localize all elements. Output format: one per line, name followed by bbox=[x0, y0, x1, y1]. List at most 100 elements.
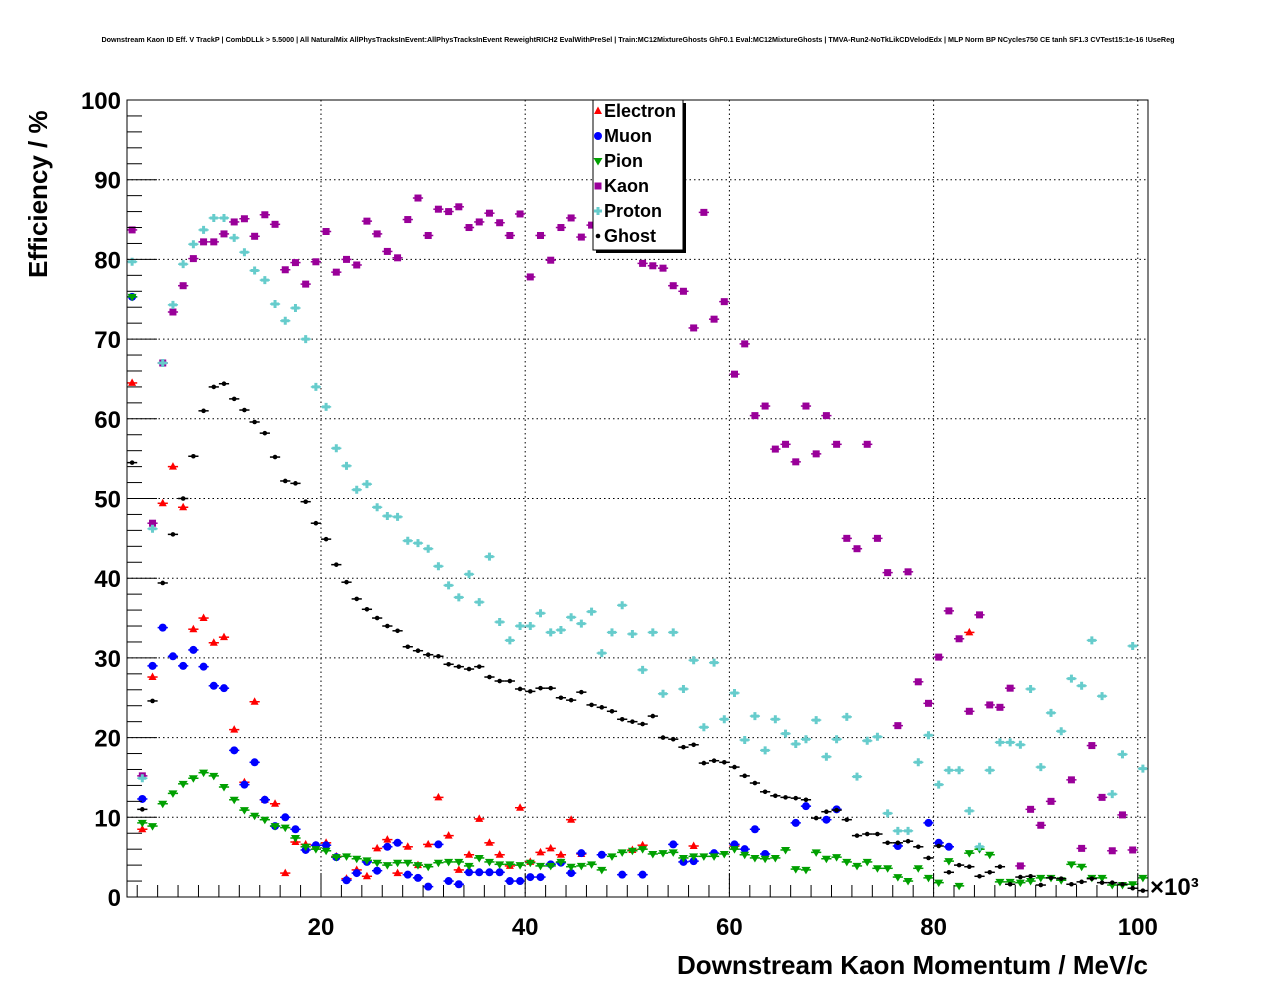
proton-point bbox=[332, 444, 341, 453]
proton-legend-marker bbox=[594, 207, 602, 215]
muon-point bbox=[260, 795, 269, 804]
ghost-point bbox=[681, 744, 686, 750]
proton-point bbox=[179, 260, 188, 269]
ghost-point bbox=[456, 664, 462, 669]
kaon-point bbox=[792, 458, 800, 466]
kaon-point bbox=[741, 340, 749, 348]
muon-point bbox=[454, 880, 463, 889]
muon-point bbox=[179, 661, 188, 670]
proton-point bbox=[168, 300, 177, 309]
proton-point bbox=[791, 739, 800, 748]
pion-point bbox=[627, 847, 637, 856]
kaon-point bbox=[873, 534, 881, 542]
pion-point bbox=[954, 882, 964, 891]
proton-point bbox=[1128, 641, 1137, 650]
y-tick-label: 90 bbox=[94, 168, 121, 195]
kaon-point bbox=[475, 218, 483, 226]
electron-point bbox=[454, 865, 463, 873]
ghost-point bbox=[140, 807, 145, 812]
proton-point bbox=[444, 581, 453, 590]
ghost-point bbox=[568, 697, 574, 703]
ghost-point bbox=[211, 384, 217, 390]
ghost-point bbox=[803, 797, 809, 803]
electron-point bbox=[362, 871, 371, 880]
pion-point bbox=[158, 800, 168, 809]
electron-point bbox=[209, 638, 218, 646]
pion-point bbox=[546, 862, 556, 871]
proton-point bbox=[873, 732, 882, 741]
electron-point bbox=[148, 672, 157, 681]
pion-point bbox=[729, 846, 739, 854]
muon-point bbox=[791, 818, 800, 827]
kaon-point bbox=[169, 308, 177, 316]
ghost-point bbox=[436, 654, 441, 659]
y-tick-label: 50 bbox=[94, 487, 121, 514]
proton-point bbox=[1036, 763, 1045, 772]
ghost-point bbox=[599, 705, 605, 710]
muon-point bbox=[618, 870, 627, 879]
kaon-point bbox=[822, 412, 830, 420]
pion-point bbox=[740, 851, 750, 860]
ghost-point bbox=[446, 661, 451, 667]
ghost-point bbox=[885, 840, 890, 846]
ghost-point bbox=[476, 664, 482, 669]
chart-title: Downstream Kaon ID Eff. V TrackP | CombD… bbox=[101, 35, 1174, 44]
ghost-point bbox=[936, 843, 941, 849]
ghost-point bbox=[160, 580, 166, 586]
ghost-point bbox=[742, 773, 748, 779]
x-tick-label: 60 bbox=[716, 914, 743, 941]
kaon-point bbox=[424, 231, 432, 239]
pion-point bbox=[127, 293, 137, 302]
proton-point bbox=[383, 512, 392, 521]
proton-point bbox=[689, 656, 698, 665]
proton-point bbox=[424, 544, 433, 553]
pion-point bbox=[199, 769, 209, 778]
electron-point bbox=[546, 843, 555, 852]
pion-point bbox=[311, 846, 321, 854]
proton-point bbox=[659, 689, 668, 698]
ghost-point bbox=[1089, 876, 1095, 881]
electron-point bbox=[189, 624, 198, 633]
proton-point bbox=[679, 684, 688, 693]
proton-point bbox=[863, 736, 872, 745]
proton-point bbox=[505, 636, 514, 645]
pion-point bbox=[495, 861, 505, 869]
proton-point bbox=[291, 304, 300, 313]
kaon-point bbox=[383, 247, 391, 255]
proton-point bbox=[597, 649, 606, 658]
muon-point bbox=[924, 818, 933, 827]
kaon-point bbox=[261, 211, 269, 219]
pion-point bbox=[505, 861, 515, 869]
kaon-point bbox=[353, 261, 361, 269]
kaon-point bbox=[904, 568, 912, 576]
proton-point bbox=[740, 735, 749, 744]
kaon-point bbox=[322, 228, 330, 236]
pion-point bbox=[444, 858, 454, 867]
pion-point bbox=[474, 854, 484, 863]
kaon-point bbox=[343, 255, 351, 263]
muon-point bbox=[944, 842, 953, 851]
pion-point bbox=[382, 862, 392, 870]
proton-point bbox=[710, 658, 719, 667]
kaon-point bbox=[1047, 797, 1055, 805]
pion-point bbox=[1026, 878, 1036, 886]
pion-point bbox=[770, 854, 780, 863]
ghost-point bbox=[323, 536, 329, 542]
pion-point bbox=[229, 796, 239, 805]
proton-point bbox=[1138, 764, 1147, 773]
ghost-point bbox=[895, 840, 901, 846]
y-axis-label: Efficiency / % bbox=[23, 110, 53, 278]
muon-point bbox=[209, 681, 218, 690]
kaon-point bbox=[945, 607, 953, 615]
proton-point bbox=[934, 780, 943, 789]
ghost-point bbox=[946, 869, 952, 875]
kaon-point bbox=[659, 264, 667, 272]
ghost-point bbox=[150, 698, 155, 704]
proton-point bbox=[924, 731, 933, 740]
kaon-point bbox=[812, 450, 820, 458]
pion-point bbox=[454, 858, 464, 867]
kaon-point bbox=[751, 412, 759, 420]
kaon-point bbox=[955, 635, 963, 643]
muon-point bbox=[567, 869, 576, 878]
kaon-point bbox=[1037, 821, 1045, 829]
